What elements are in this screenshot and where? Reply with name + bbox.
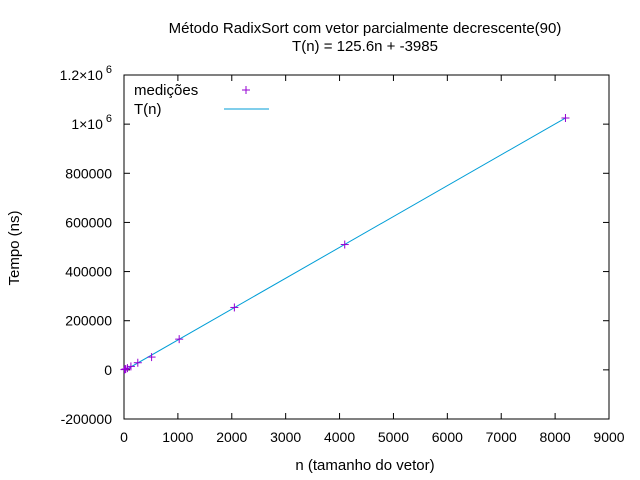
y-tick-label: 800000 [65,165,112,181]
x-tick-label: 9000 [593,429,624,445]
data-point-medicoes [340,240,349,249]
x-tick-label: 8000 [540,429,571,445]
data-point-medicoes [121,364,130,373]
y-axis-ticks: -200000 0 200000 400000 600000 800000 1×10 6 1.2… [60,64,609,427]
data-point-medicoes [230,303,239,312]
y-tick-label: 1×10 6 [71,113,112,132]
x-tick-label: 6000 [432,429,463,445]
data-point-medicoes [126,362,135,371]
x-tick-label: 1000 [162,429,193,445]
y-tick-label: 600000 [65,214,112,230]
legend: medições T(n) [134,82,269,118]
legend-plus-marker [242,86,250,94]
x-axis-ticks: 0 1000 2000 3000 4000 5000 6000 7000 8000 9000 [120,75,625,445]
y-axis-label: Tempo (ns) [6,210,23,285]
series-layer [120,114,570,374]
x-tick-label: 7000 [486,429,517,445]
data-point-medicoes [561,114,570,122]
legend-label-tn: T(n) [134,101,162,118]
y-tick-label: 0 [104,362,112,378]
x-axis-label: n (tamanho do vetor) [295,457,434,474]
chart-subtitle: T(n) = 125.6n + -3985 [292,38,438,55]
x-tick-label: 5000 [378,429,409,445]
x-tick-label: 2000 [216,429,247,445]
legend-marker-medicoes [242,86,250,94]
legend-label-medicoes: medições [134,82,198,99]
plot-area-border [123,74,610,420]
data-point-medicoes [133,358,142,367]
data-point-medicoes [123,364,132,373]
data-point-medicoes [175,335,184,344]
x-tick-label: 4000 [324,429,355,445]
data-point-medicoes [147,353,156,362]
y-tick-label: 200000 [65,313,112,329]
x-tick-label: 0 [120,429,128,445]
x-tick-label: 3000 [270,429,301,445]
y-tick-label: -200000 [61,411,113,427]
y-tick-label: 400000 [65,264,112,280]
y-tick-label: 1.2×10 6 [60,64,112,83]
chart-title: Método RadixSort com vetor parcialmente … [169,20,562,37]
